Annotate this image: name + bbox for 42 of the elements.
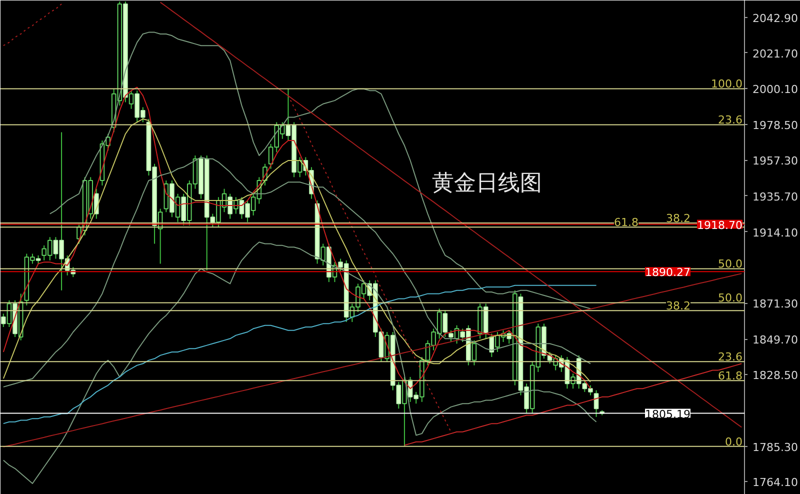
candlestick: [6, 300, 12, 328]
y-tick-label: 1935.70: [752, 190, 798, 204]
annotation: 50.0: [718, 292, 743, 305]
annotation: 50.0: [718, 258, 743, 271]
y-tick-label: 1849.70: [752, 334, 798, 347]
annotation: 23.6: [718, 114, 743, 127]
annotation: 38.2: [666, 300, 691, 313]
candlestick: [181, 193, 186, 226]
annotation: 100.0: [711, 78, 743, 91]
line-series: [2, 3, 62, 46]
candlestick: [228, 193, 232, 220]
candlestick: [1, 313, 6, 328]
line-series: [404, 363, 742, 446]
y-tick-label: 1828.50: [752, 368, 798, 382]
candlestick: [94, 188, 99, 220]
line-series: [2, 242, 597, 484]
line-series: [2, 284, 597, 424]
y-tick-label: 1978.50: [752, 119, 798, 132]
annotation: 23.6: [718, 350, 743, 364]
y-tick-label: 1957.30: [752, 154, 798, 168]
line-series: [2, 156, 591, 388]
ref-line-label: 1890.27: [645, 266, 691, 280]
annotation: 38.2: [666, 212, 691, 225]
annotation: 0.0: [725, 435, 743, 448]
y-tick-label: 2000.10: [752, 83, 798, 96]
y-tick-label: 2042.90: [752, 12, 798, 25]
annotation: 61.8: [718, 370, 743, 383]
candlestick: [320, 243, 326, 266]
candlestick: [448, 330, 454, 342]
text: 黄金日线图: [432, 170, 542, 196]
y-tick-label: 1871.30: [752, 298, 798, 311]
candlestick: [442, 310, 448, 338]
line-series: [49, 32, 591, 310]
y-tick-label: 1785.30: [752, 440, 798, 454]
y-tick-label: 1914.10: [752, 226, 798, 240]
ref-line-label: 1805.19: [645, 408, 691, 421]
annotation: 61.8: [614, 216, 639, 230]
y-tick-label: 2021.70: [752, 47, 798, 60]
candlestick: [128, 90, 134, 110]
candlestick: [472, 340, 477, 366]
ref-line-label: 1918.70: [697, 218, 743, 232]
y-tick-label: 1764.10: [752, 476, 798, 490]
